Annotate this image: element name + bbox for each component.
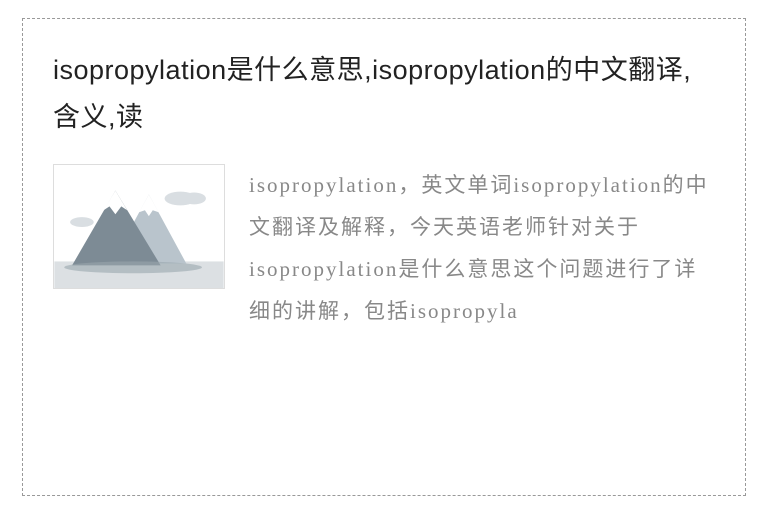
content-row: isopropylation，英文单词isopropylation的中文翻译及解… (53, 164, 715, 332)
definition-card: isopropylation是什么意思,isopropylation的中文翻译,… (22, 18, 746, 496)
thumbnail-image (53, 164, 225, 289)
card-title: isopropylation是什么意思,isopropylation的中文翻译,… (53, 47, 715, 142)
mountain-icon (54, 165, 224, 288)
card-body-text: isopropylation，英文单词isopropylation的中文翻译及解… (249, 164, 715, 332)
